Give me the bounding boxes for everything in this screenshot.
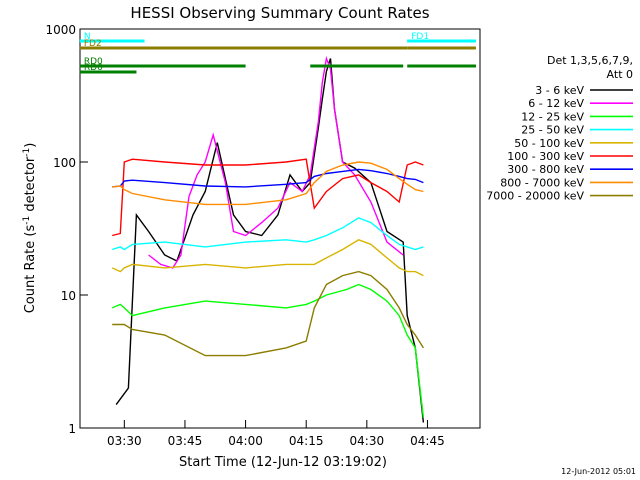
x-tick-label: 04:00 (228, 434, 263, 448)
x-tick-label: 03:45 (168, 434, 203, 448)
legend-label-50-100-kev: 50 - 100 keV (514, 137, 584, 150)
flag-label-n: N (84, 32, 91, 42)
y-axis: 1 10 100 1000 (45, 23, 88, 436)
legend-label-3-6-kev: 3 - 6 keV (535, 84, 584, 97)
legend-header-2: Att 0 (607, 68, 633, 81)
series-line-25-50-kev (111, 217, 424, 251)
y-tick-label: 100 (53, 156, 76, 170)
flag-label-rd6: RD6 (84, 63, 103, 73)
chart-title: HESSI Observing Summary Count Rates (130, 4, 429, 22)
legend-label-25-50-kev: 25 - 50 keV (521, 124, 584, 137)
legend-header-1: Det 1,3,5,6,7,9, (547, 54, 633, 67)
y-tick-label: 1 (68, 422, 76, 436)
legend-label-12-25-kev: 12 - 25 keV (521, 110, 584, 123)
flag-label-fd2: FD2 (84, 39, 102, 49)
legend-label-7000-20000-kev: 7000 - 20000 keV (486, 190, 584, 203)
x-tick-label: 04:15 (289, 434, 324, 448)
x-tick-label: 04:30 (350, 434, 385, 448)
x-tick-label: 04:45 (410, 434, 445, 448)
x-tick-label: 03:30 (107, 434, 142, 448)
series-line-100-300-kev (112, 158, 424, 237)
y-tick-label: 10 (61, 289, 76, 303)
y-axis-label: Count Rate (s-1 detector-1) (22, 143, 38, 314)
plot-frame (79, 28, 481, 429)
series-line-50-100-kev (111, 239, 424, 277)
series-line-800-7000-kev (112, 161, 424, 206)
flag-label-fd1: FD1 (411, 32, 429, 42)
legend-label-100-300-kev: 100 - 300 keV (507, 150, 584, 163)
legend-label-6-12-kev: 6 - 12 keV (528, 97, 584, 110)
x-axis: 03:30 03:45 04:00 04:15 04:30 04:45 (107, 420, 445, 448)
series-line-300-800-kev (112, 168, 424, 188)
series-line-6-12-kev (148, 55, 404, 269)
series-line-12-25-kev (111, 283, 425, 418)
y-tick-label: 1000 (45, 23, 76, 37)
series-line-7000-20000-kev (112, 270, 424, 357)
legend-label-800-7000-kev: 800 - 7000 keV (500, 176, 584, 189)
x-axis-label: Start Time (12-Jun-12 03:19:02) (179, 455, 387, 470)
footer-date: 12-Jun-2012 05:01 (561, 467, 636, 476)
flag-label-rd0: RD0 (84, 57, 103, 67)
legend-label-300-800-kev: 300 - 800 keV (507, 163, 584, 176)
